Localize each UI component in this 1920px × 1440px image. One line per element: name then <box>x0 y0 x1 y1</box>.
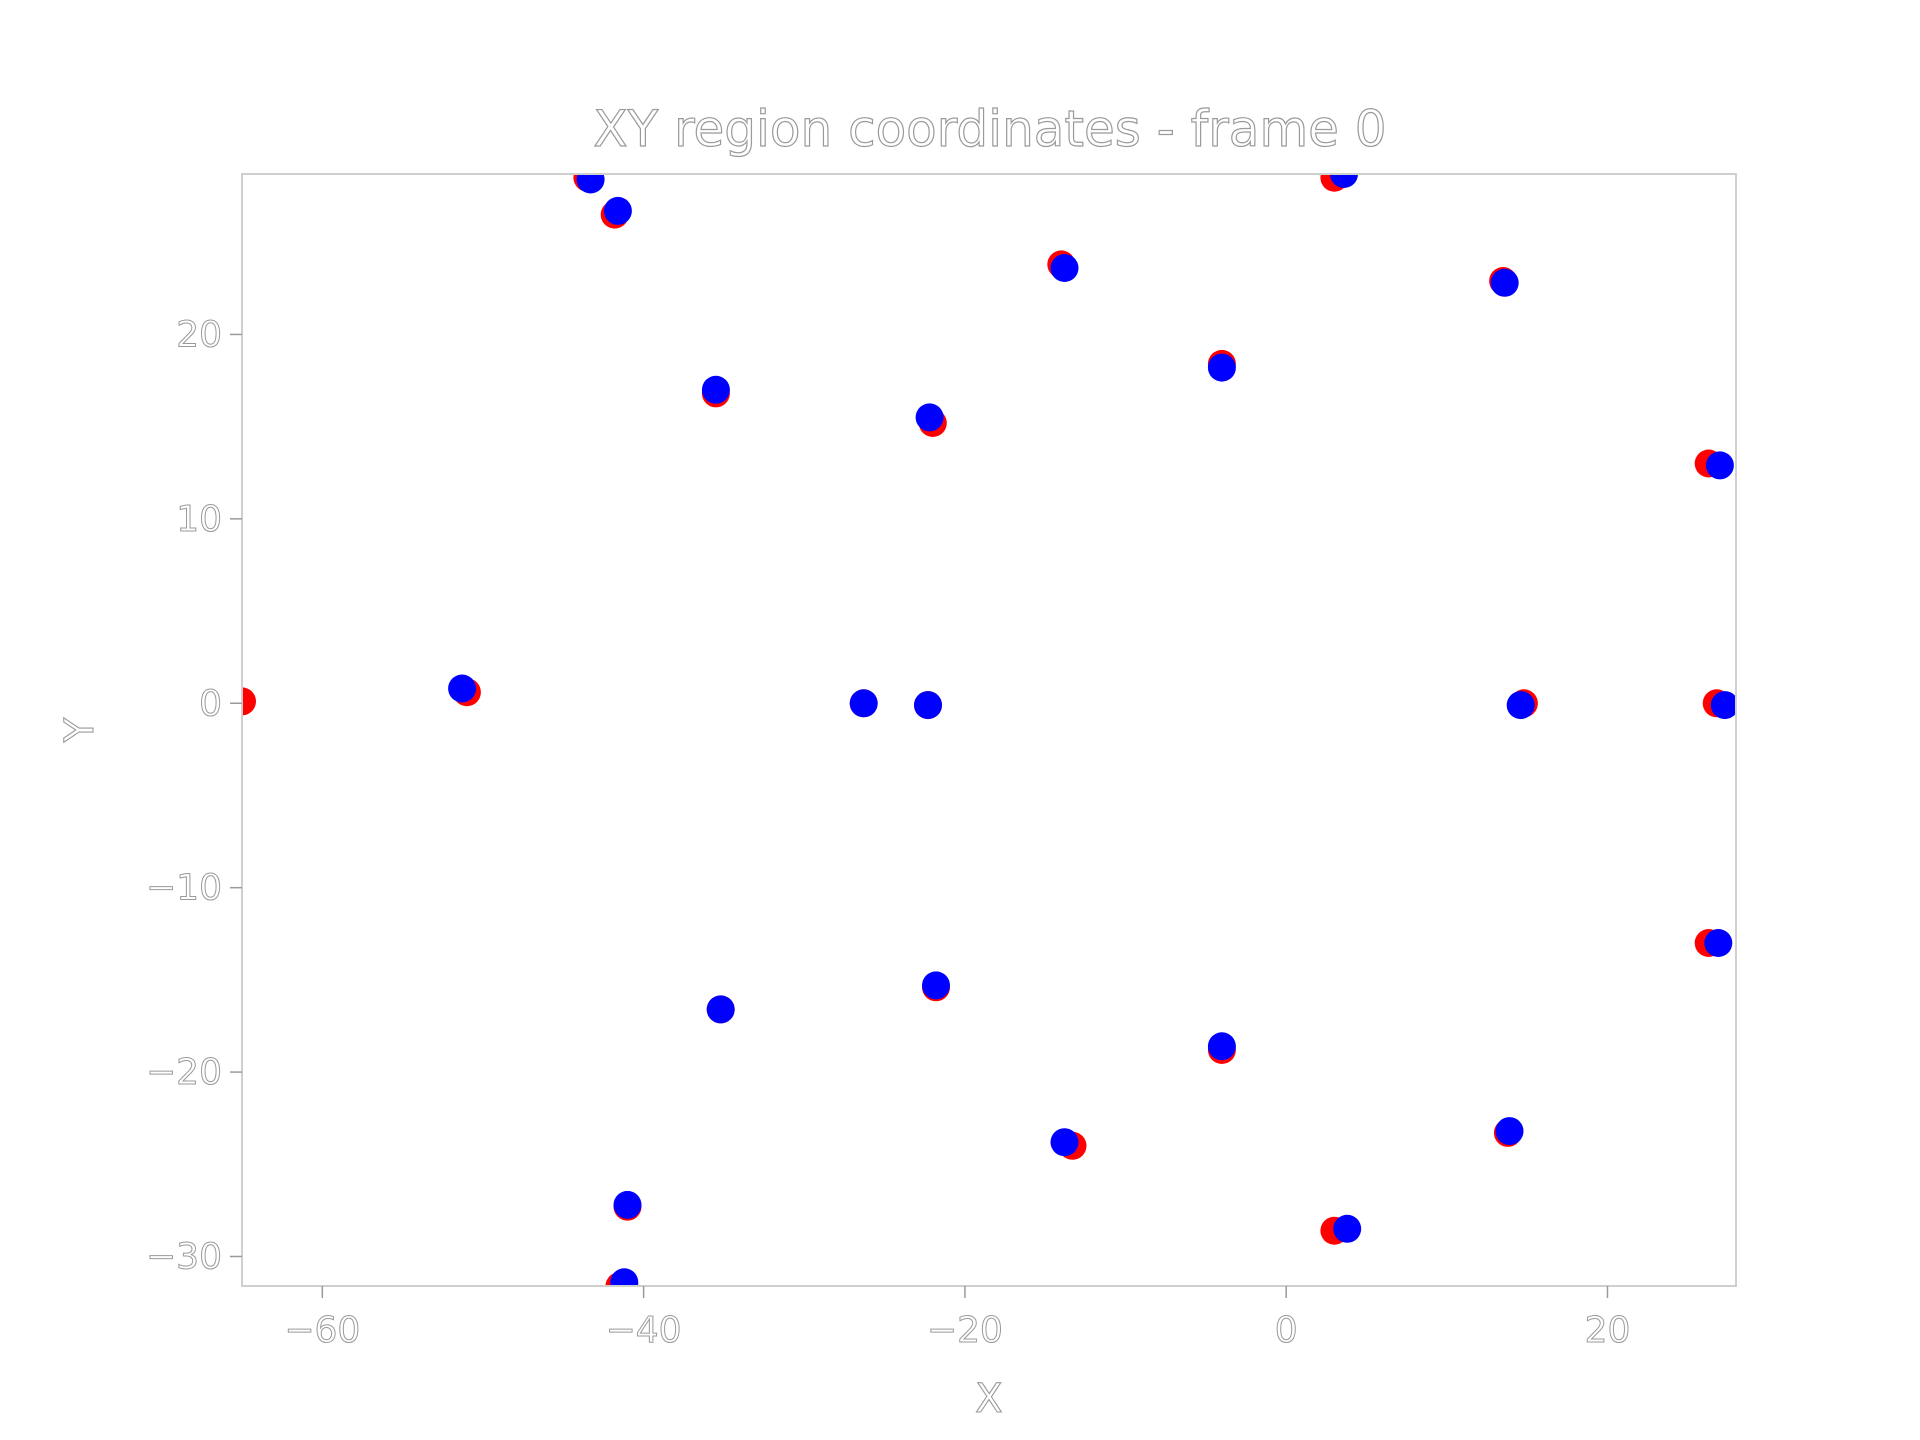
x-axis-label: X <box>975 1376 1002 1422</box>
y-axis-ticks: −30 −20 −10 0 10 20 <box>146 314 242 1278</box>
x-tick-label: −60 <box>284 1310 360 1351</box>
y-tick-label: −30 <box>146 1236 222 1277</box>
data-point-1-7 <box>922 971 950 1000</box>
data-point-1-4 <box>849 689 878 718</box>
y-tick-label: 0 <box>199 683 222 724</box>
plot-area <box>242 174 1736 1286</box>
points-layer <box>242 174 1736 1286</box>
data-point-1-16 <box>1506 691 1535 720</box>
data-point-1-19 <box>1710 691 1736 720</box>
data-point-1-17 <box>1705 451 1734 480</box>
data-point-1-15 <box>1495 1117 1524 1146</box>
data-point-1-8 <box>1050 254 1079 282</box>
y-tick-label: −10 <box>146 868 222 909</box>
y-tick-label: 10 <box>176 499 222 540</box>
x-tick-label: −40 <box>606 1310 682 1351</box>
data-point-1-9 <box>1050 1128 1079 1157</box>
data-point-1-18 <box>1704 929 1733 957</box>
y-tick-label: −20 <box>146 1052 222 1093</box>
data-point-1-21 <box>613 1190 642 1219</box>
data-point-1-6 <box>915 403 944 432</box>
data-point-0-0 <box>242 687 256 716</box>
x-tick-label: 20 <box>1585 1310 1631 1351</box>
data-point-1-12 <box>1330 174 1358 188</box>
data-point-1-11 <box>1207 1032 1236 1061</box>
x-tick-label: 0 <box>1275 1310 1298 1351</box>
data-point-1-22 <box>706 995 735 1024</box>
data-point-1-20 <box>610 1268 639 1286</box>
x-tick-label: −20 <box>927 1310 1003 1351</box>
data-point-1-5 <box>914 691 942 720</box>
series-1 <box>448 174 1736 1286</box>
data-point-1-0 <box>448 674 477 703</box>
y-axis-label: Y <box>57 717 103 743</box>
data-point-1-3 <box>701 375 730 404</box>
x-axis-ticks: −60 −40 −20 0 20 <box>284 1286 1631 1352</box>
data-point-1-1 <box>576 174 605 194</box>
y-tick-label: 20 <box>176 314 222 355</box>
data-point-1-14 <box>1490 268 1519 297</box>
data-point-1-13 <box>1333 1214 1362 1243</box>
chart-title: XY region coordinates - frame 0 <box>593 100 1386 158</box>
data-point-1-10 <box>1207 353 1236 382</box>
plot-frame <box>241 173 1737 1287</box>
data-point-1-2 <box>603 196 632 225</box>
